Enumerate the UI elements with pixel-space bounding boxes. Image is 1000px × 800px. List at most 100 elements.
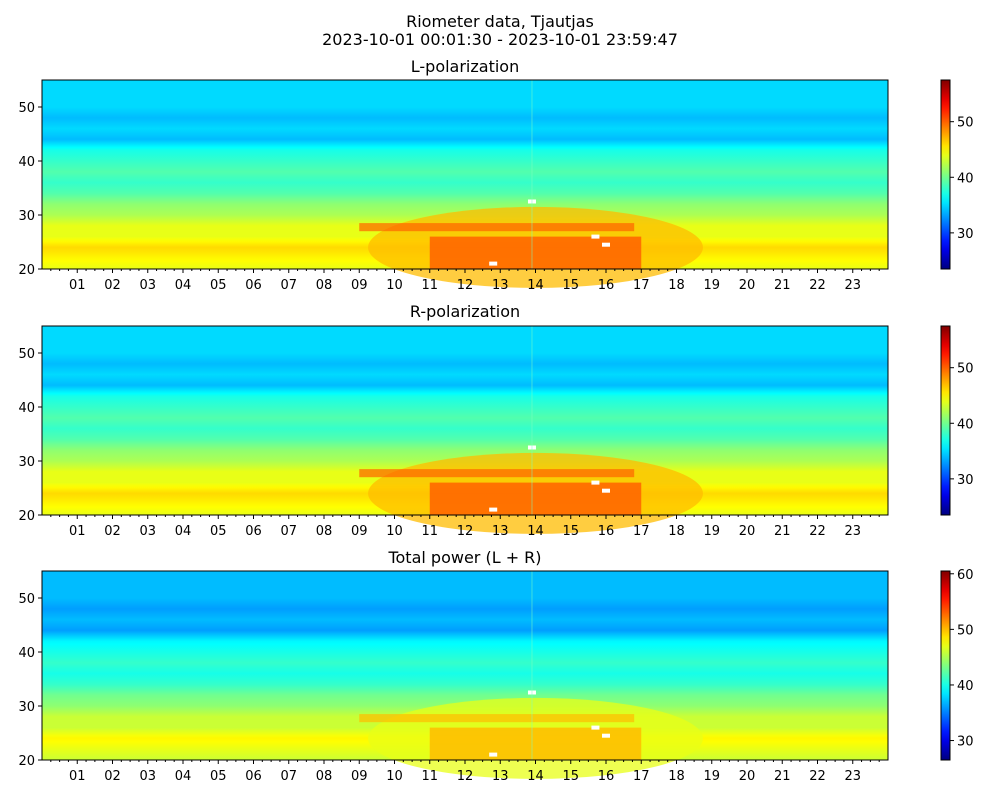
peak-region [429,482,642,515]
saturation-spot [591,725,600,730]
x-tick-label: 06 [245,524,262,539]
x-tick-label: 12 [457,769,474,784]
x-tick-label: 08 [316,769,333,784]
saturation-spot [602,242,610,247]
x-tick-label: 13 [492,524,509,539]
band-28mhz [359,469,635,478]
x-tick-label: 20 [739,769,756,784]
y-tick-label: 50 [18,592,35,607]
y-tick-label: 30 [18,455,35,470]
x-tick-label: 17 [633,278,650,293]
x-tick-label: 03 [139,524,156,539]
colorbar-tick-label: 40 [957,679,974,694]
colorbar-tick-label: 30 [957,473,974,488]
y-tick-label: 50 [18,347,35,362]
colorbar [940,79,951,270]
x-tick-label: 23 [844,524,861,539]
x-tick-label: 22 [809,524,826,539]
x-tick-label: 20 [739,278,756,293]
x-tick-label: 18 [668,524,685,539]
saturation-spot [489,507,498,512]
x-tick-label: 08 [316,524,333,539]
x-tick-label: 20 [739,524,756,539]
x-tick-label: 22 [809,769,826,784]
x-tick-label: 11 [421,278,438,293]
x-tick-label: 13 [492,278,509,293]
colorbar-tick-label: 40 [957,171,974,186]
y-tick-label: 50 [18,101,35,116]
x-tick-label: 07 [280,769,297,784]
peak-region [429,727,642,760]
x-tick-label: 09 [351,524,368,539]
x-tick-label: 09 [351,769,368,784]
colorbar-tick-label: 40 [957,417,974,432]
x-tick-label: 08 [316,278,333,293]
y-tick-label: 20 [18,754,35,769]
panel-1: L-polarization 01 02 03 04 05 06 07 08 09 10 11 12 13… [18,57,973,293]
x-tick-label: 16 [598,278,615,293]
x-tick-label: 16 [598,524,615,539]
x-tick-label: 07 [280,278,297,293]
y-tick-label: 20 [18,509,35,524]
x-tick-label: 03 [139,769,156,784]
x-tick-label: 13 [492,769,509,784]
x-tick-label: 05 [210,524,227,539]
x-tick-label: 22 [809,278,826,293]
x-tick-label: 18 [668,278,685,293]
panels-group: L-polarization 01 02 03 04 05 06 07 08 09 10 11 12 13… [18,57,973,784]
peak-region [429,236,642,269]
panel-title: Total power (L + R) [387,548,541,567]
x-tick-label: 02 [104,769,121,784]
saturation-spot [602,733,610,738]
x-tick-label: 01 [69,769,86,784]
x-tick-label: 15 [562,278,579,293]
x-tick-label: 19 [703,278,720,293]
x-tick-label: 21 [774,769,791,784]
colorbar-tick-label: 60 [957,568,974,583]
x-tick-label: 15 [562,524,579,539]
panel-title: R-polarization [410,302,520,321]
x-tick-label: 21 [774,278,791,293]
x-tick-label: 10 [386,278,403,293]
x-tick-label: 04 [175,278,192,293]
colorbar-tick-label: 50 [957,623,974,638]
colorbar [940,570,951,761]
colorbar-tick-label: 30 [957,735,974,750]
x-tick-label: 01 [69,524,86,539]
x-tick-label: 05 [210,769,227,784]
colorbar-tick-label: 50 [957,362,974,377]
x-tick-label: 06 [245,769,262,784]
colorbar [940,325,951,516]
saturation-spot [591,480,600,485]
x-tick-label: 14 [527,278,544,293]
x-tick-label: 14 [527,769,544,784]
panel-title: L-polarization [411,57,519,76]
x-tick-label: 04 [175,524,192,539]
x-tick-label: 17 [633,769,650,784]
x-tick-label: 09 [351,278,368,293]
panel-2: R-polarization 01 02 03 04 05 06 07 08 09 10 11 12 13… [18,302,973,539]
panel-3: Total power (L + R) 01 02 03 04 05 06 07 08 09 10 1… [18,548,973,784]
x-tick-label: 14 [527,524,544,539]
y-tick-label: 40 [18,155,35,170]
x-tick-label: 07 [280,524,297,539]
band-28mhz [359,714,635,723]
y-tick-label: 40 [18,646,35,661]
y-tick-label: 20 [18,263,35,278]
figure-title-line2: 2023-10-01 00:01:30 - 2023-10-01 23:59:4… [322,30,678,49]
x-tick-label: 10 [386,524,403,539]
x-tick-label: 10 [386,769,403,784]
colorbar-tick-label: 50 [957,116,974,131]
x-tick-label: 02 [104,278,121,293]
y-tick-label: 30 [18,209,35,224]
x-tick-label: 11 [421,524,438,539]
figure-title-line1: Riometer data, Tjautjas [406,12,594,31]
saturation-spot [602,488,610,493]
y-tick-label: 30 [18,700,35,715]
x-tick-label: 03 [139,278,156,293]
x-tick-label: 02 [104,524,121,539]
x-tick-label: 16 [598,769,615,784]
x-tick-label: 05 [210,278,227,293]
x-tick-label: 18 [668,769,685,784]
